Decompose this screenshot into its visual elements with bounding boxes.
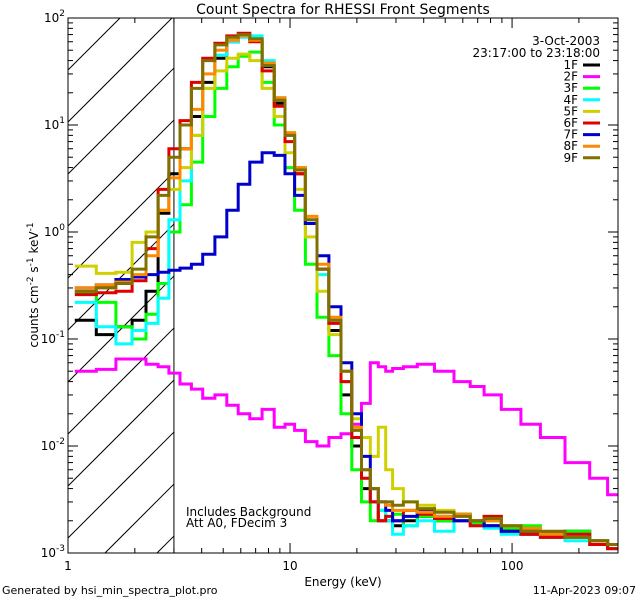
series-line-9F — [74, 33, 618, 546]
hatch-line — [104, 483, 175, 554]
legend-label-8F: 8F — [563, 139, 578, 153]
y-tick-exp: -1 — [56, 330, 65, 340]
y-label-exp3: -1 — [26, 222, 36, 231]
y-tick-exp: 2 — [59, 9, 65, 19]
legend-label-5F: 5F — [563, 104, 578, 118]
y-label-mid1: s — [27, 266, 41, 276]
hatch-line — [67, 275, 175, 383]
y-tick-label: 101 — [44, 116, 65, 132]
legend-label-7F: 7F — [563, 128, 578, 142]
y-label-base: counts cm — [27, 285, 41, 347]
y-tick-exp: 1 — [59, 116, 65, 126]
x-tick-label: 10 — [282, 559, 297, 573]
legend-label-6F: 6F — [563, 116, 578, 130]
y-tick-label: 102 — [44, 9, 65, 25]
legend: 3-Oct-2003 23:17:00 to 23:18:00 1F2F3F4F… — [473, 34, 600, 165]
y-tick-label: 10-2 — [41, 437, 65, 453]
series-line-2F — [74, 357, 618, 497]
y-label-mid2: keV — [27, 231, 41, 258]
y-tick-base: 10 — [44, 118, 59, 132]
series-lines — [74, 31, 618, 551]
legend-label-1F: 1F — [563, 58, 578, 72]
legend-label-3F: 3F — [563, 81, 578, 95]
annotation-attenuator: Att A0, FDecim 3 — [186, 516, 287, 530]
hatch-line — [67, 327, 175, 435]
hatch-line — [67, 67, 175, 175]
y-tick-base: 10 — [44, 225, 59, 239]
y-label-exp1: -2 — [26, 276, 36, 285]
plot-frame — [67, 17, 619, 554]
hatch-line — [67, 431, 175, 539]
chart-title: Count Spectra for RHESSI Front Segments — [196, 2, 490, 18]
y-tick-base: 10 — [41, 546, 56, 560]
series-line-8F — [74, 34, 618, 546]
y-tick-exp: -3 — [56, 544, 65, 554]
annotation-background: Includes Background — [186, 505, 311, 519]
x-tick-label: 100 — [501, 559, 524, 573]
hatch-line — [67, 17, 173, 123]
y-tick-base: 10 — [41, 332, 56, 346]
footer-timestamp: 11-Apr-2023 09:07 — [532, 584, 636, 597]
hatch-line — [67, 171, 175, 279]
x-tick-label: 1 — [64, 559, 72, 573]
hatch-line — [67, 17, 121, 71]
y-axis-label: counts cm-2 s-1 keV-1 — [26, 222, 41, 347]
legend-label-9F: 9F — [563, 151, 578, 165]
hatch-line — [67, 119, 175, 227]
y-label-exp2: -1 — [26, 257, 36, 266]
hatch-line — [156, 535, 175, 554]
y-tick-base: 10 — [44, 11, 59, 25]
legend-label-2F: 2F — [563, 70, 578, 84]
y-tick-label: 100 — [44, 223, 65, 239]
y-tick-exp: -2 — [56, 437, 65, 447]
legend-date: 3-Oct-2003 — [532, 34, 600, 48]
hatch-line — [67, 379, 175, 487]
y-tick-base: 10 — [41, 439, 56, 453]
legend-time-range: 23:17:00 to 23:18:00 — [473, 46, 600, 60]
legend-label-4F: 4F — [563, 93, 578, 107]
y-tick-exp: 0 — [59, 223, 65, 233]
y-tick-label: 10-1 — [41, 330, 65, 346]
footer-generated-by: Generated by hsi_min_spectra_plot.pro — [2, 584, 218, 597]
x-axis-label: Energy (keV) — [304, 575, 381, 589]
hatch-line — [67, 223, 175, 331]
y-tick-label: 10-3 — [41, 544, 65, 560]
background-hatch-region — [67, 17, 175, 554]
